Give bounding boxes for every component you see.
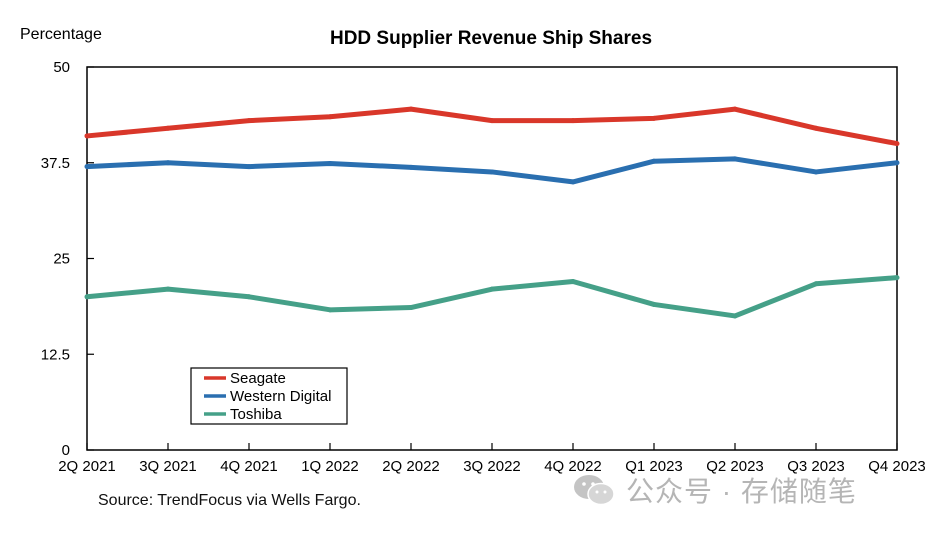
data-point-western-digital	[408, 164, 414, 170]
data-point-toshiba	[732, 313, 738, 319]
data-point-western-digital	[165, 160, 171, 166]
data-point-toshiba	[570, 278, 576, 284]
data-point-western-digital	[84, 164, 90, 170]
data-point-seagate	[327, 114, 333, 120]
wechat-icon	[574, 475, 615, 506]
legend: Seagate Western Digital Toshiba	[190, 367, 348, 425]
data-point-western-digital	[732, 156, 738, 162]
x-tick-label: 2Q 2021	[58, 458, 116, 475]
data-point-western-digital	[489, 169, 495, 175]
data-point-toshiba	[84, 294, 90, 300]
chart-title: HDD Supplier Revenue Ship Shares	[330, 28, 652, 49]
data-point-seagate	[246, 118, 252, 124]
data-point-seagate	[84, 133, 90, 139]
data-point-toshiba	[651, 301, 657, 307]
data-point-seagate	[570, 118, 576, 124]
data-point-toshiba	[246, 294, 252, 300]
x-axis-ticks: 2Q 2021 3Q 2021 4Q 2021 1Q 2022 2Q 2022 3Q 20…	[58, 443, 926, 475]
series-line-toshiba	[86, 275, 898, 319]
x-tick-label: 4Q 2021	[220, 458, 278, 475]
data-point-seagate	[894, 141, 900, 147]
data-point-seagate	[813, 125, 819, 131]
data-point-toshiba	[489, 286, 495, 292]
data-point-western-digital	[651, 158, 657, 164]
x-tick-label: 3Q 2022	[463, 458, 521, 475]
x-tick-label: Q4 2023	[868, 458, 926, 475]
data-point-western-digital	[246, 164, 252, 170]
data-point-toshiba	[813, 281, 819, 287]
y-tick-label: 0	[62, 442, 70, 459]
data-point-seagate	[165, 125, 171, 131]
data-point-seagate	[489, 118, 495, 124]
y-axis-label: Percentage	[20, 26, 102, 43]
x-tick-label: 4Q 2022	[544, 458, 602, 475]
series-line-seagate	[86, 106, 898, 147]
watermark: 公众号 · 存储随笔	[572, 470, 857, 510]
x-tick-label: Q2 2023	[706, 458, 764, 475]
series-lines	[84, 106, 900, 319]
data-point-seagate	[651, 115, 657, 121]
data-point-seagate	[732, 106, 738, 112]
data-point-western-digital	[813, 169, 819, 175]
x-tick-label: 1Q 2022	[301, 458, 359, 475]
x-tick-label: Q3 2023	[787, 458, 845, 475]
y-tick-label: 50	[53, 59, 70, 76]
y-tick-label: 25	[53, 251, 70, 268]
legend-label-toshiba: Toshiba	[230, 406, 282, 423]
legend-label-western-digital: Western Digital	[230, 388, 331, 405]
legend-label-seagate: Seagate	[230, 370, 286, 387]
data-point-toshiba	[165, 286, 171, 292]
y-tick-label: 37.5	[41, 155, 70, 172]
y-axis-ticks: 0 12.5 25 37.5 50	[41, 59, 94, 459]
data-point-western-digital	[570, 179, 576, 185]
data-point-western-digital	[894, 160, 900, 166]
x-tick-label: 3Q 2021	[139, 458, 197, 475]
data-point-toshiba	[327, 307, 333, 313]
x-tick-label: Q1 2023	[625, 458, 683, 475]
data-point-toshiba	[408, 305, 414, 311]
y-tick-label: 12.5	[41, 346, 70, 363]
watermark-text: 公众号 · 存储随笔	[626, 476, 857, 507]
source-note: Source: TrendFocus via Wells Fargo.	[98, 492, 361, 509]
data-point-western-digital	[327, 161, 333, 167]
data-point-toshiba	[894, 275, 900, 281]
data-point-seagate	[408, 106, 414, 112]
x-tick-label: 2Q 2022	[382, 458, 440, 475]
